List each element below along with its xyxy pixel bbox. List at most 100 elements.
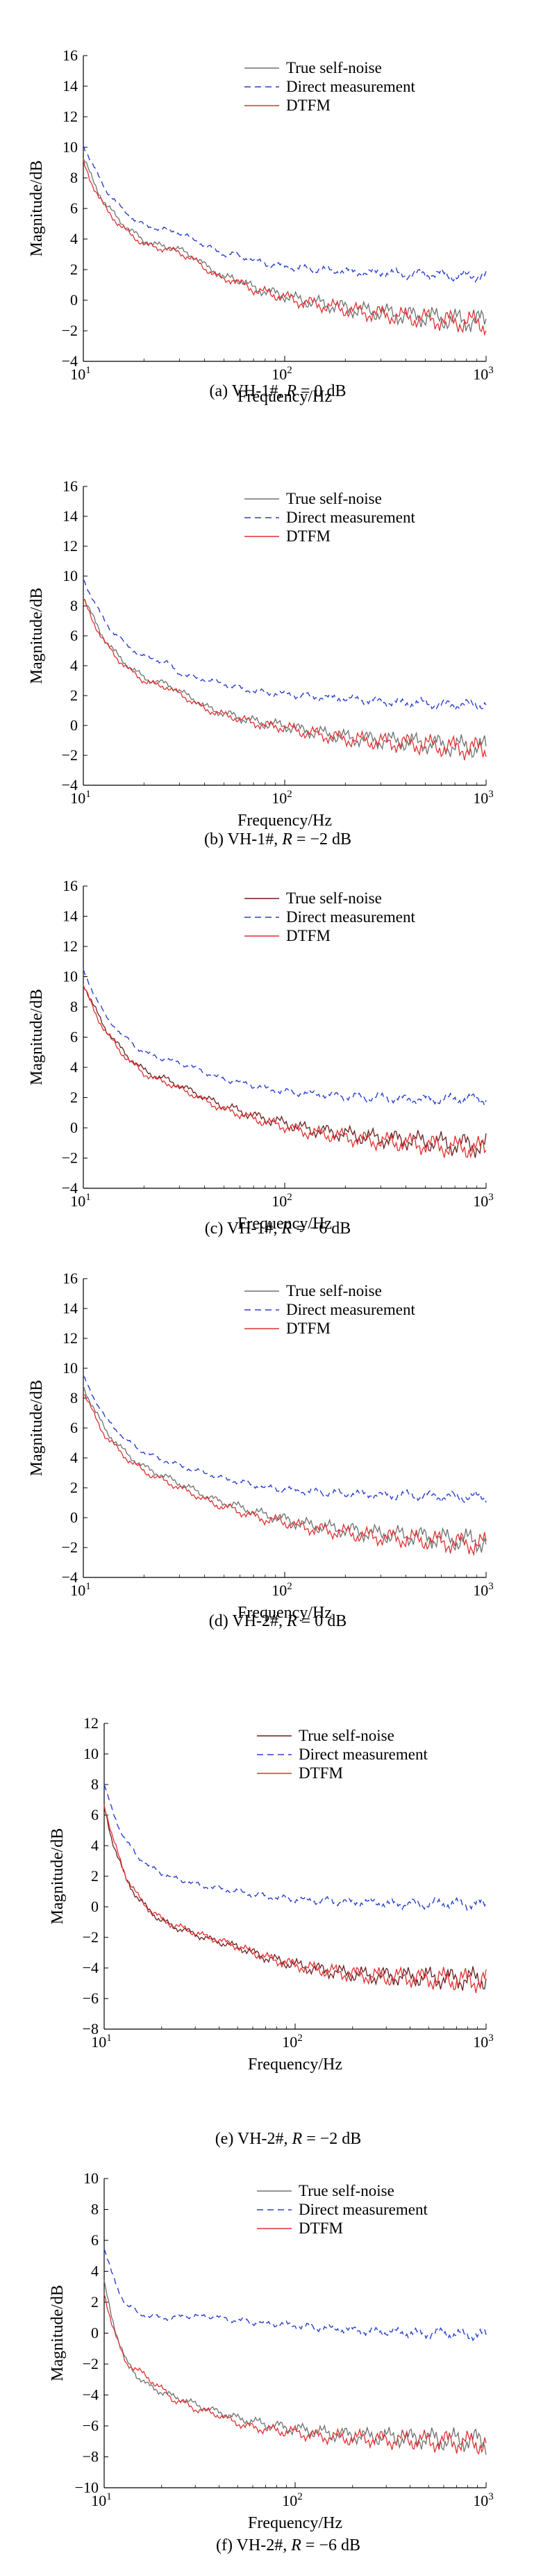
series-line-dtfm bbox=[83, 598, 487, 761]
y-tick-label: 6 bbox=[70, 1419, 78, 1436]
panel-caption: (a) VH-1#, R = 0 dB bbox=[209, 382, 346, 400]
legend-label: DTFM bbox=[286, 1320, 331, 1337]
legend-label: DTFM bbox=[286, 97, 331, 114]
y-tick-label: 6 bbox=[70, 627, 78, 644]
y-tick-label: −4 bbox=[62, 352, 78, 370]
y-tick-label: 0 bbox=[91, 1898, 99, 1915]
legend-label: DTFM bbox=[286, 927, 331, 944]
y-tick-label: 12 bbox=[62, 1329, 78, 1347]
panel-caption: (f) VH-2#, R = −6 dB bbox=[216, 2536, 360, 2554]
y-tick-label: −6 bbox=[83, 2417, 99, 2434]
y-tick-label: 0 bbox=[70, 291, 78, 309]
x-tick-label: 101 bbox=[91, 2491, 112, 2509]
panel-caption: (e) VH-2#, R = −2 dB bbox=[215, 2130, 362, 2148]
y-tick-label: 16 bbox=[62, 1270, 78, 1287]
y-tick-label: −8 bbox=[83, 2448, 99, 2466]
series-line-dtfm bbox=[103, 2293, 487, 2455]
legend-label: DTFM bbox=[286, 527, 331, 545]
y-tick-label: 8 bbox=[91, 2201, 99, 2218]
legend-label: True self-noise bbox=[286, 889, 382, 907]
y-tick-label: −2 bbox=[62, 1539, 78, 1556]
chart-panel-b: −4 −2 0 2 4 6 8 10 12 14 16 101 102 103 Frequency/Hz Ma… bbox=[28, 477, 494, 848]
chart-panel-d: −4 −2 0 2 4 6 8 10 12 14 16 101 102 103 Frequency/Hz Ma… bbox=[28, 1270, 494, 1630]
x-tick-label: 101 bbox=[70, 365, 91, 383]
x-tick-label: 102 bbox=[282, 2491, 303, 2509]
legend-label: Direct measurement bbox=[299, 1746, 428, 1763]
y-tick-label: −2 bbox=[83, 1928, 99, 1946]
x-tick-label: 103 bbox=[473, 365, 494, 383]
y-tick-label: 10 bbox=[62, 567, 78, 584]
x-tick-label: 103 bbox=[473, 2033, 494, 2051]
y-tick-label: 2 bbox=[70, 1089, 78, 1106]
y-tick-label: −4 bbox=[83, 1959, 99, 1976]
y-tick-label: 16 bbox=[62, 877, 78, 894]
chart-panel-f: −10 −8 −6 −4 −2 0 2 4 6 8 10 101 102 103 Frequency/Hz M… bbox=[49, 2169, 494, 2554]
y-tick-label: −4 bbox=[62, 1179, 78, 1197]
y-tick-label: 4 bbox=[70, 1449, 78, 1466]
x-tick-label: 102 bbox=[272, 1192, 292, 1210]
y-tick-label: 4 bbox=[91, 2263, 99, 2280]
y-tick-label: 8 bbox=[70, 1389, 78, 1406]
legend-label: DTFM bbox=[299, 1764, 343, 1782]
series-line-true-self-noise bbox=[83, 598, 487, 758]
x-tick-label: 103 bbox=[473, 2491, 494, 2509]
y-tick-label: 0 bbox=[91, 2324, 99, 2342]
y-tick-label: 10 bbox=[62, 968, 78, 985]
y-tick-label: 12 bbox=[83, 1714, 99, 1732]
y-tick-label: 10 bbox=[83, 1745, 99, 1762]
y-axis-label: Magnitude/dB bbox=[28, 1380, 46, 1477]
chart-panel-c: −4 −2 0 2 4 6 8 10 12 14 16 101 102 103 Frequency/Hz Ma… bbox=[28, 877, 494, 1238]
y-tick-label: 4 bbox=[70, 657, 78, 674]
x-tick-label: 103 bbox=[473, 789, 494, 807]
x-tick-label: 101 bbox=[70, 789, 91, 807]
y-tick-label: 4 bbox=[70, 230, 78, 247]
y-tick-label: 0 bbox=[70, 1119, 78, 1136]
legend-label: DTFM bbox=[299, 2220, 343, 2237]
y-tick-label: 6 bbox=[70, 1028, 78, 1046]
y-tick-label: 12 bbox=[62, 108, 78, 125]
x-tick-label: 102 bbox=[272, 365, 292, 383]
x-axis-label: Frequency/Hz bbox=[237, 1215, 332, 1233]
series-line-true-self-noise bbox=[103, 1806, 487, 1991]
y-tick-label: −10 bbox=[75, 2479, 99, 2496]
y-tick-label: −2 bbox=[62, 746, 78, 764]
x-tick-label: 102 bbox=[272, 1581, 292, 1599]
y-tick-label: −2 bbox=[83, 2355, 99, 2372]
legend-label: True self-noise bbox=[286, 490, 382, 507]
y-tick-label: 14 bbox=[62, 908, 78, 925]
panel-caption: (d) VH-2#, R = 0 dB bbox=[209, 1612, 347, 1630]
y-tick-label: −6 bbox=[83, 1990, 99, 2007]
chart-panel-e: −8 −6 −4 −2 0 2 4 6 8 10 12 101 102 103 Frequency/Hz Ma… bbox=[49, 1714, 494, 2148]
panel-caption: (c) VH-1#, R = −6 dB bbox=[205, 1220, 351, 1238]
series-line-direct-measurement bbox=[103, 2248, 487, 2342]
legend-label: True self-noise bbox=[286, 1282, 382, 1299]
legend-label: Direct measurement bbox=[286, 908, 415, 926]
series-line-dtfm bbox=[103, 1804, 487, 1994]
legend-label: Direct measurement bbox=[299, 2201, 428, 2218]
series-line-direct-measurement bbox=[83, 1375, 487, 1504]
legend-label: True self-noise bbox=[286, 59, 382, 76]
y-tick-label: 2 bbox=[70, 261, 78, 278]
x-tick-label: 103 bbox=[473, 1192, 494, 1210]
x-tick-label: 102 bbox=[272, 789, 292, 807]
y-tick-label: 8 bbox=[70, 597, 78, 614]
series-line-direct-measurement bbox=[83, 579, 487, 712]
series-line-direct-measurement bbox=[103, 1784, 487, 1912]
y-tick-label: −4 bbox=[62, 776, 78, 794]
y-tick-label: 8 bbox=[70, 169, 78, 186]
series-line-direct-measurement bbox=[83, 145, 487, 283]
panel-caption: (b) VH-1#, R = −2 dB bbox=[204, 830, 351, 848]
x-axis-label: Frequency/Hz bbox=[248, 2056, 342, 2074]
x-axis-label: Frequency/Hz bbox=[248, 2514, 342, 2532]
y-tick-label: 14 bbox=[62, 77, 78, 95]
y-tick-label: 14 bbox=[62, 1299, 78, 1317]
y-tick-label: 4 bbox=[91, 1837, 99, 1854]
x-tick-label: 101 bbox=[70, 1581, 91, 1599]
y-tick-label: 6 bbox=[91, 2231, 99, 2249]
x-axis-label: Frequency/Hz bbox=[237, 388, 332, 406]
x-tick-label: 102 bbox=[282, 2033, 303, 2051]
x-axis-label: Frequency/Hz bbox=[237, 1604, 332, 1622]
y-tick-label: −2 bbox=[62, 322, 78, 339]
y-tick-label: 16 bbox=[62, 47, 78, 64]
y-tick-label: 2 bbox=[91, 1867, 99, 1885]
